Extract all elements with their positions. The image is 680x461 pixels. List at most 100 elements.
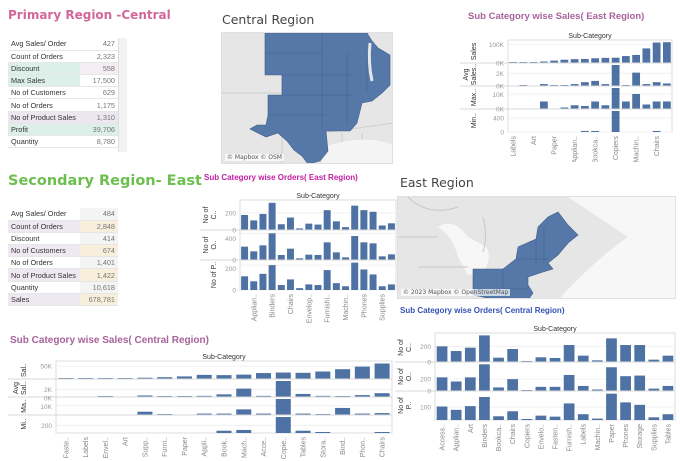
bar[interactable] [250, 281, 258, 290]
bar[interactable] [332, 283, 340, 290]
central-region-map[interactable]: © Mapbox © OSM [221, 32, 393, 164]
bar[interactable] [176, 376, 192, 379]
bar[interactable] [507, 349, 519, 362]
bar[interactable] [611, 88, 620, 109]
bar[interactable] [563, 345, 575, 362]
bar[interactable] [648, 359, 660, 362]
bar[interactable] [296, 258, 304, 260]
bar[interactable] [591, 80, 600, 86]
bar[interactable] [577, 385, 589, 391]
bar[interactable] [611, 65, 620, 86]
bar[interactable] [632, 72, 641, 86]
bar[interactable] [315, 371, 331, 379]
bar[interactable] [493, 357, 504, 362]
bar[interactable] [275, 399, 291, 415]
central-states-shape[interactable] [249, 33, 391, 164]
bar[interactable] [369, 243, 377, 260]
bar[interactable] [305, 223, 313, 230]
bar[interactable] [387, 254, 395, 260]
bar[interactable] [323, 242, 331, 260]
bar[interactable] [295, 413, 311, 415]
bar[interactable] [378, 286, 386, 290]
bar[interactable] [436, 406, 448, 421]
bar[interactable] [236, 388, 252, 397]
bar[interactable] [539, 101, 548, 110]
bar[interactable] [196, 374, 212, 379]
bar[interactable] [493, 387, 504, 391]
bar[interactable] [277, 224, 285, 230]
bar[interactable] [601, 84, 610, 86]
bar[interactable] [535, 386, 547, 391]
bar[interactable] [436, 346, 448, 362]
bar[interactable] [621, 101, 630, 110]
bar[interactable] [549, 358, 561, 362]
bar[interactable] [601, 105, 610, 109]
bar[interactable] [216, 375, 232, 379]
bar[interactable] [642, 48, 651, 63]
bar[interactable] [563, 374, 575, 391]
bar[interactable] [216, 430, 232, 433]
bar[interactable] [277, 255, 285, 260]
bar[interactable] [342, 257, 350, 260]
bar[interactable] [634, 345, 646, 362]
bar[interactable] [591, 101, 600, 110]
bar[interactable] [335, 369, 351, 379]
bar[interactable] [662, 414, 674, 420]
bar[interactable] [277, 285, 285, 290]
bar[interactable] [275, 417, 291, 433]
bar[interactable] [648, 388, 660, 391]
bar[interactable] [634, 404, 646, 420]
bar[interactable] [250, 220, 258, 230]
bar[interactable] [464, 406, 476, 420]
bar[interactable] [632, 94, 641, 109]
bar[interactable] [360, 242, 368, 260]
bar[interactable] [648, 417, 660, 420]
bar[interactable] [351, 236, 359, 260]
bar[interactable] [642, 84, 651, 86]
bar[interactable] [196, 395, 212, 397]
primary-table-scrollbar[interactable] [118, 38, 127, 152]
bar[interactable] [374, 393, 390, 397]
bar[interactable] [259, 245, 267, 260]
bar[interactable] [450, 381, 462, 391]
bar[interactable] [387, 223, 395, 230]
bar[interactable] [259, 273, 267, 290]
bar[interactable] [652, 82, 661, 86]
bar[interactable] [286, 279, 294, 290]
bar[interactable] [620, 402, 631, 420]
bar[interactable] [611, 111, 620, 132]
bar[interactable] [351, 262, 359, 290]
bar[interactable] [250, 251, 258, 260]
bar[interactable] [323, 210, 331, 230]
bar[interactable] [314, 285, 322, 290]
bar[interactable] [563, 403, 575, 420]
bar[interactable] [507, 411, 519, 420]
bar[interactable] [354, 395, 370, 397]
bar[interactable] [374, 432, 390, 433]
bar[interactable] [295, 393, 311, 397]
bar[interactable] [577, 355, 589, 362]
bar[interactable] [550, 60, 559, 63]
bar[interactable] [315, 432, 331, 433]
bar[interactable] [549, 416, 561, 420]
bar[interactable] [652, 42, 661, 63]
bar[interactable] [216, 394, 232, 397]
bar[interactable] [354, 413, 370, 415]
bar[interactable] [620, 345, 631, 362]
bar[interactable] [295, 430, 311, 433]
bar[interactable] [621, 56, 630, 63]
central-map-attribution[interactable]: © Mapbox © OSM [225, 154, 284, 161]
bar[interactable] [580, 106, 589, 109]
bar[interactable] [374, 413, 390, 415]
bar[interactable] [479, 364, 490, 391]
bar[interactable] [323, 270, 331, 290]
bar[interactable] [570, 59, 579, 63]
bar[interactable] [450, 351, 462, 362]
bar[interactable] [342, 227, 350, 230]
bar[interactable] [662, 42, 671, 63]
bar[interactable] [137, 395, 153, 397]
bar[interactable] [577, 414, 589, 420]
bar[interactable] [378, 256, 386, 260]
bar[interactable] [241, 214, 249, 230]
bar[interactable] [493, 416, 504, 420]
